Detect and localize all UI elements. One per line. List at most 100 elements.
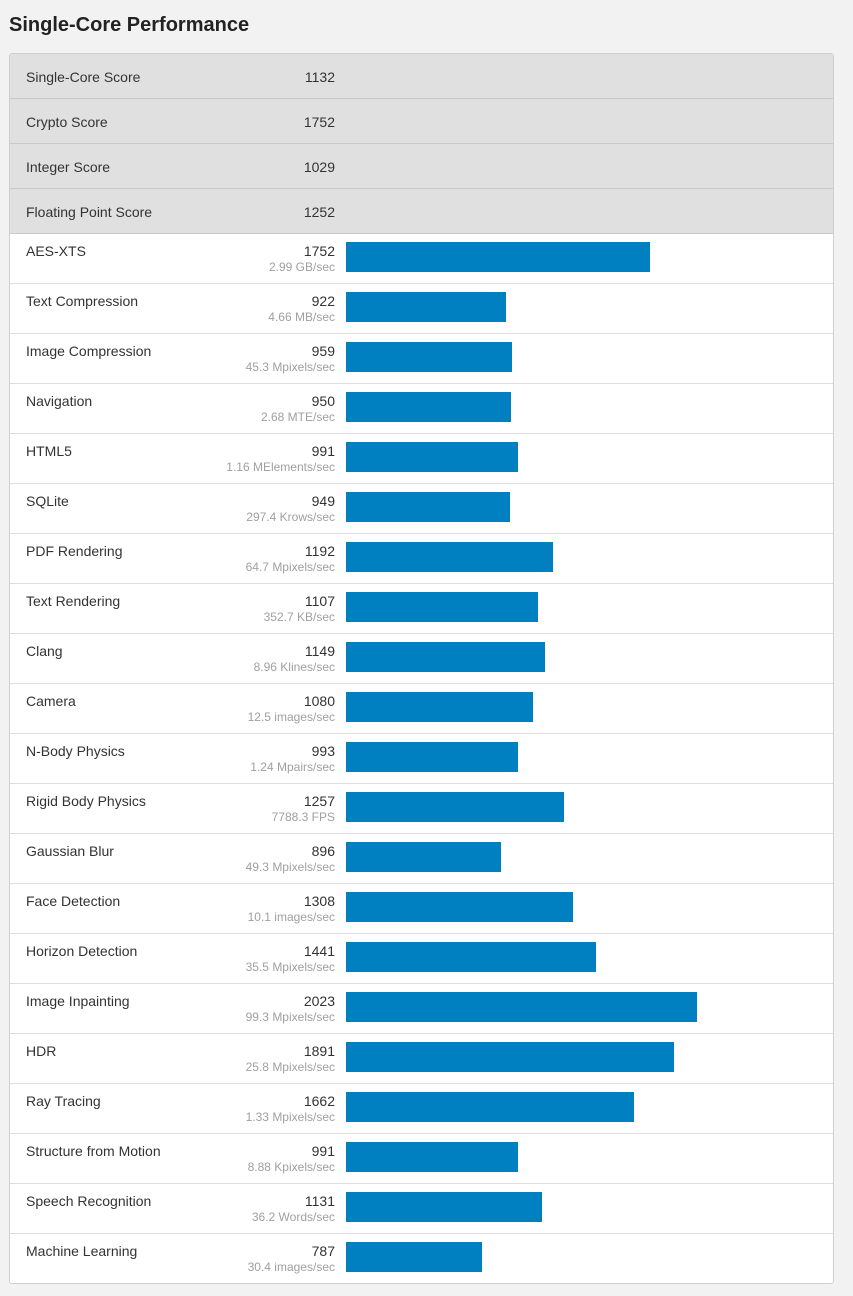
benchmark-name: HDR (26, 1043, 57, 1059)
benchmark-name: SQLite (26, 493, 69, 509)
benchmark-score: 959 (311, 343, 335, 359)
benchmark-score: 1107 (304, 593, 335, 609)
benchmark-name: Machine Learning (26, 1243, 138, 1259)
benchmark-bar (346, 742, 518, 772)
benchmark-score: 922 (311, 293, 335, 309)
summary-row-single-core: Single-Core Score 1132 (10, 54, 833, 99)
benchmark-rate: 2.68 MTE/sec (260, 410, 335, 424)
benchmark-bar (346, 392, 511, 422)
benchmark-rate: 25.8 Mpixels/sec (245, 1060, 335, 1074)
benchmark-rate: 8.96 Klines/sec (253, 660, 335, 674)
benchmark-name: Structure from Motion (26, 1143, 161, 1159)
benchmark-row: Ray Tracing 1662 1.33 Mpixels/sec (10, 1084, 833, 1134)
benchmark-bar (346, 1092, 634, 1122)
benchmark-row: Rigid Body Physics 1257 7788.3 FPS (10, 784, 833, 834)
benchmark-name: Image Inpainting (26, 993, 130, 1009)
benchmark-score: 787 (311, 1243, 335, 1259)
benchmark-rate: 10.1 images/sec (247, 910, 335, 924)
benchmark-rate: 49.3 Mpixels/sec (245, 860, 335, 874)
benchmark-rate: 4.66 MB/sec (268, 310, 335, 324)
summary-name: Integer Score (26, 159, 111, 175)
benchmark-score: 896 (311, 843, 335, 859)
benchmark-rate: 1.16 MElements/sec (226, 460, 335, 474)
benchmark-row: Camera 1080 12.5 images/sec (10, 684, 833, 734)
summary-score: 1752 (303, 114, 335, 130)
benchmark-name: PDF Rendering (26, 543, 123, 559)
summary-row-integer: Integer Score 1029 (10, 144, 833, 189)
benchmark-bar (346, 442, 518, 472)
page-title: Single-Core Performance (9, 14, 250, 36)
benchmark-score: 1192 (304, 543, 335, 559)
benchmark-name: Navigation (26, 393, 93, 409)
benchmark-row: HTML5 991 1.16 MElements/sec (10, 434, 833, 484)
benchmark-score: 1080 (303, 693, 335, 709)
summary-name: Floating Point Score (26, 204, 153, 220)
benchmark-bar (346, 292, 506, 322)
benchmark-bar (346, 242, 650, 272)
benchmark-rate: 1.33 Mpixels/sec (245, 1110, 335, 1124)
benchmark-row: Gaussian Blur 896 49.3 Mpixels/sec (10, 834, 833, 884)
benchmark-bar (346, 992, 697, 1022)
benchmark-rate: 352.7 KB/sec (263, 610, 335, 624)
benchmark-name: Face Detection (26, 893, 121, 909)
benchmark-row: Structure from Motion 991 8.88 Kpixels/sec (10, 1134, 833, 1184)
benchmark-score: 991 (311, 443, 335, 459)
benchmark-row: Image Inpainting 2023 99.3 Mpixels/sec (10, 984, 833, 1034)
benchmark-score: 1752 (303, 243, 335, 259)
benchmark-rate: 1.24 Mpairs/sec (250, 760, 335, 774)
benchmark-score: 950 (311, 393, 335, 409)
benchmark-row: Navigation 950 2.68 MTE/sec (10, 384, 833, 434)
benchmark-row: Text Compression 922 4.66 MB/sec (10, 284, 833, 334)
benchmark-name: Image Compression (26, 343, 152, 359)
benchmark-bar (346, 842, 501, 872)
benchmark-score: 991 (311, 1143, 335, 1159)
benchmark-name: Horizon Detection (26, 943, 138, 959)
benchmark-score: 1891 (303, 1043, 335, 1059)
benchmark-bar (346, 1192, 542, 1222)
benchmark-bar (346, 1142, 518, 1172)
benchmark-score: 1257 (303, 793, 335, 809)
benchmark-list: AES-XTS 1752 2.99 GB/sec Text Compression 92… (10, 234, 833, 1283)
benchmark-row: Face Detection 1308 10.1 images/sec (10, 884, 833, 934)
benchmark-rate: 36.2 Words/sec (251, 1210, 335, 1224)
benchmark-bar (346, 492, 510, 522)
benchmark-row: N-Body Physics 993 1.24 Mpairs/sec (10, 734, 833, 784)
benchmark-row: HDR 1891 25.8 Mpixels/sec (10, 1034, 833, 1084)
benchmark-rate: 45.3 Mpixels/sec (245, 360, 335, 374)
benchmark-name: Ray Tracing (26, 1093, 101, 1109)
performance-table: Single-Core Score 1132 Crypto Score 1752… (9, 53, 834, 1284)
summary-row-floating-point: Floating Point Score 1252 (10, 189, 833, 234)
summary-name: Single-Core Score (26, 69, 141, 85)
benchmark-name: AES-XTS (26, 243, 86, 259)
benchmark-row: Machine Learning 787 30.4 images/sec (10, 1234, 833, 1283)
benchmark-row: PDF Rendering 1192 64.7 Mpixels/sec (10, 534, 833, 584)
benchmark-row: AES-XTS 1752 2.99 GB/sec (10, 234, 833, 284)
benchmark-row: Text Rendering 1107 352.7 KB/sec (10, 584, 833, 634)
benchmark-bar (346, 942, 596, 972)
benchmark-bar (346, 692, 533, 722)
benchmark-rate: 12.5 images/sec (247, 710, 335, 724)
benchmark-rate: 7788.3 FPS (271, 810, 335, 824)
benchmark-rate: 30.4 images/sec (247, 1260, 335, 1274)
summary-score: 1132 (304, 69, 335, 85)
benchmark-score: 949 (311, 493, 335, 509)
benchmark-bar (346, 342, 512, 372)
benchmark-score: 1441 (303, 943, 335, 959)
benchmark-bar (346, 1242, 482, 1272)
benchmark-name: Text Rendering (26, 593, 121, 609)
benchmark-bar (346, 542, 553, 572)
benchmark-score: 2023 (303, 993, 335, 1009)
benchmark-bar (346, 642, 545, 672)
benchmark-rate: 99.3 Mpixels/sec (245, 1010, 335, 1024)
benchmark-name: Speech Recognition (26, 1193, 152, 1209)
benchmark-name: Rigid Body Physics (26, 793, 146, 809)
benchmark-bar (346, 892, 573, 922)
benchmark-name: N-Body Physics (26, 743, 125, 759)
benchmark-name: Camera (26, 693, 76, 709)
benchmark-rate: 8.88 Kpixels/sec (247, 1160, 335, 1174)
summary-score: 1029 (303, 159, 335, 175)
summary-score: 1252 (303, 204, 335, 220)
benchmark-rate: 297.4 Krows/sec (246, 510, 335, 524)
benchmark-name: Clang (26, 643, 63, 659)
benchmark-name: HTML5 (26, 443, 72, 459)
